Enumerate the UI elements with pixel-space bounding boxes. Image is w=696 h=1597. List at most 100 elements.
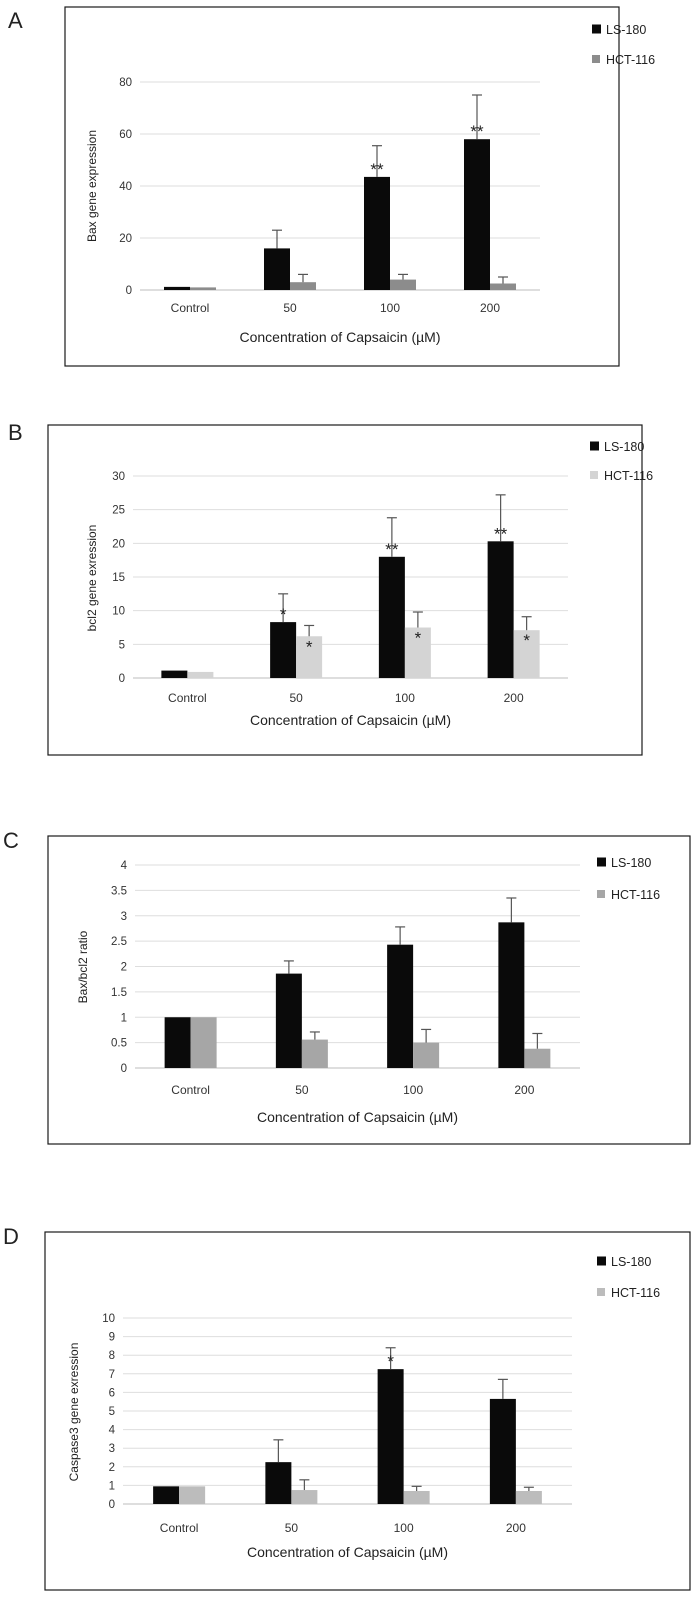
y-tick-label: 10 xyxy=(112,606,125,618)
y-tick-label: 0 xyxy=(119,673,125,685)
legend-swatch xyxy=(592,55,600,63)
legend-label: HCT-116 xyxy=(606,53,655,67)
y-tick-label: 6 xyxy=(109,1387,115,1399)
y-tick-label: 30 xyxy=(112,471,125,483)
x-axis-title: Concentration of Capsaicin (µM) xyxy=(247,1544,448,1560)
y-tick-label: 5 xyxy=(109,1406,115,1418)
y-tick-label: 0 xyxy=(126,285,132,297)
bar-ls-180 xyxy=(164,1017,191,1068)
bar-ls-180 xyxy=(275,973,302,1068)
y-tick-label: 60 xyxy=(119,129,132,141)
bar-hct-116 xyxy=(513,630,540,678)
bar-ls-180 xyxy=(264,248,290,290)
legend-label: HCT-116 xyxy=(611,888,660,902)
y-tick-label: 1 xyxy=(109,1480,115,1492)
legend-swatch xyxy=(590,471,598,479)
bar-ls-180 xyxy=(377,1369,404,1504)
legend-label: LS-180 xyxy=(611,1255,651,1269)
y-tick-label: 3 xyxy=(109,1443,115,1455)
bar-ls-180 xyxy=(161,670,188,678)
x-axis-title: Concentration of Capsaicin (µM) xyxy=(239,329,440,345)
legend-swatch xyxy=(597,857,606,867)
legend-swatch xyxy=(590,441,599,451)
category-label: Control xyxy=(168,691,207,705)
x-axis-title: Concentration of Capsaicin (µM) xyxy=(250,712,451,728)
y-tick-label: 3.5 xyxy=(111,885,127,897)
y-tick-label: 25 xyxy=(112,505,125,517)
significance-marker: ** xyxy=(494,524,508,543)
category-label: Control xyxy=(171,1083,210,1097)
legend-swatch xyxy=(597,1256,606,1266)
legend-label: LS-180 xyxy=(611,856,651,870)
category-label: 100 xyxy=(403,1083,423,1097)
panel-frame xyxy=(47,835,691,1145)
panel-frame xyxy=(44,1231,691,1591)
y-axis-title: bcl2 gene exression xyxy=(85,525,99,632)
bar-hct-116 xyxy=(190,287,216,290)
bar-ls-180 xyxy=(487,541,514,678)
y-tick-label: 0 xyxy=(109,1499,115,1511)
significance-marker: * xyxy=(415,629,422,648)
category-label: 200 xyxy=(480,301,500,315)
category-label: 200 xyxy=(514,1083,534,1097)
category-label: 50 xyxy=(295,1083,309,1097)
significance-marker: * xyxy=(280,605,287,624)
legend-label: HCT-116 xyxy=(604,469,653,483)
chart-panel-a: A 0 20 40 60 80 Bax gene expression Concentrati… xyxy=(8,6,655,367)
y-tick-label: 7 xyxy=(109,1369,115,1381)
y-tick-label: 1.5 xyxy=(111,987,127,999)
y-axis-title: Bax/bcl2 ratio xyxy=(76,930,90,1003)
y-axis-title: Bax gene expression xyxy=(85,130,99,242)
legend-label: LS-180 xyxy=(606,23,646,37)
bar-hct-116 xyxy=(301,1039,328,1068)
significance-marker: ** xyxy=(470,122,484,141)
significance-marker: ** xyxy=(370,160,384,179)
bar-ls-180 xyxy=(270,622,297,678)
category-label: 200 xyxy=(506,1521,526,1535)
y-tick-label: 15 xyxy=(112,572,125,584)
category-label: Control xyxy=(171,301,210,315)
y-tick-label: 20 xyxy=(112,538,125,550)
y-tick-label: 4 xyxy=(121,860,128,872)
category-label: 100 xyxy=(394,1521,414,1535)
significance-marker: ** xyxy=(385,540,399,559)
bar-hct-116 xyxy=(187,671,214,678)
bar-hct-116 xyxy=(524,1048,551,1068)
panel-letter: D xyxy=(3,1224,19,1249)
bar-ls-180 xyxy=(364,176,390,290)
chart-panel-c: C 0 0.5 1 1.5 2 2.5 3 3.5 4 Bax/bcl2 ratio Concentr… xyxy=(3,828,691,1145)
category-label: 50 xyxy=(283,301,297,315)
chart-panel-d: D 0 1 2 3 4 5 6 7 8 9 10 Caspase3 gene exression Conc… xyxy=(3,1224,691,1591)
y-tick-label: 80 xyxy=(119,77,132,89)
y-tick-label: 40 xyxy=(119,181,132,193)
y-tick-label: 0.5 xyxy=(111,1038,127,1050)
category-label: 100 xyxy=(380,301,400,315)
bar-hct-116 xyxy=(390,279,416,290)
y-tick-label: 20 xyxy=(119,233,132,245)
y-tick-label: 3 xyxy=(121,911,127,923)
bar-hct-116 xyxy=(190,1017,217,1068)
bar-ls-180 xyxy=(265,1462,292,1504)
category-label: Control xyxy=(160,1521,199,1535)
y-tick-label: 8 xyxy=(109,1350,115,1362)
bar-ls-180 xyxy=(464,139,490,290)
y-tick-label: 2 xyxy=(121,962,127,974)
significance-marker: * xyxy=(387,1352,394,1371)
bar-hct-116 xyxy=(403,1490,430,1504)
bar-ls-180 xyxy=(164,286,190,290)
y-tick-label: 0 xyxy=(121,1063,127,1075)
x-axis-title: Concentration of Capsaicin (µM) xyxy=(257,1109,458,1125)
significance-marker: * xyxy=(523,631,530,650)
panel-frame xyxy=(64,6,620,367)
bar-hct-116 xyxy=(404,627,431,678)
significance-marker: * xyxy=(306,637,313,656)
bar-hct-116 xyxy=(291,1490,318,1504)
y-tick-label: 5 xyxy=(119,639,125,651)
legend-swatch xyxy=(592,24,601,34)
bar-ls-180 xyxy=(378,556,405,678)
y-axis-title: Caspase3 gene exression xyxy=(67,1343,81,1482)
panel-frame xyxy=(47,424,643,756)
bar-ls-180 xyxy=(387,944,414,1068)
bar-ls-180 xyxy=(153,1486,180,1504)
